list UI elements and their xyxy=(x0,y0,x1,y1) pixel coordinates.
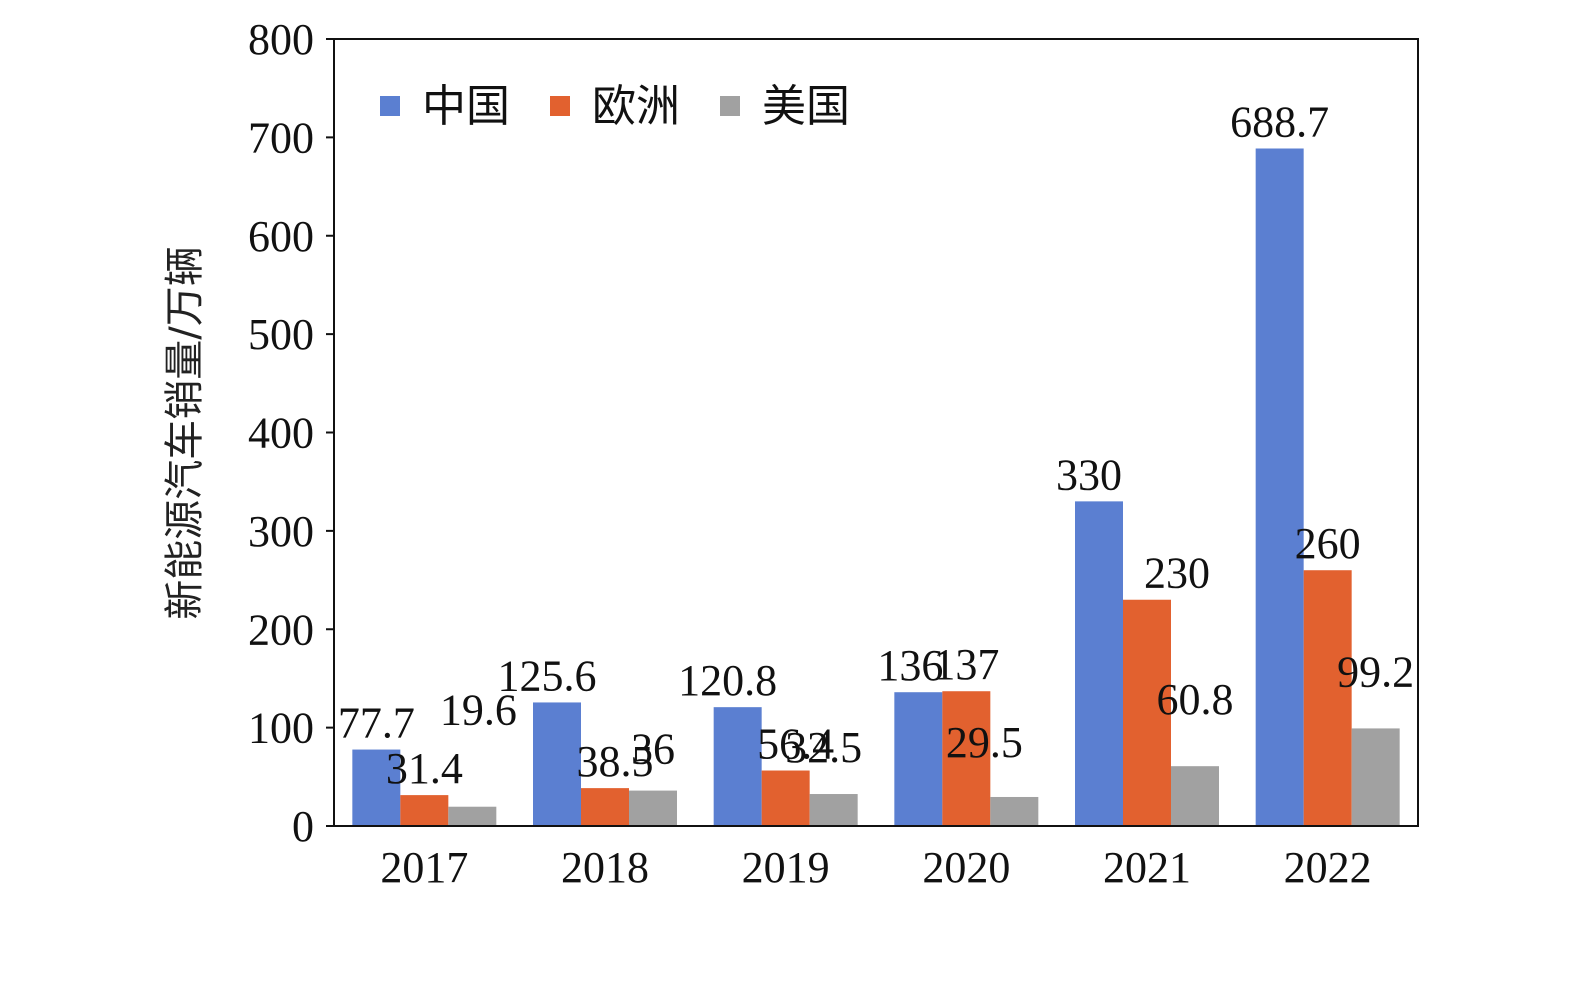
legend-label: 欧洲 xyxy=(592,81,680,132)
bars-layer xyxy=(352,148,1400,826)
bar xyxy=(942,691,991,826)
legend: 中国 欧洲 美国 xyxy=(380,81,850,132)
x-tick-label: 2020 xyxy=(922,843,1010,892)
legend-label: 美国 xyxy=(762,81,850,132)
data-label: 38.5 xyxy=(577,737,654,786)
data-label: 31.4 xyxy=(386,744,463,793)
data-label: 36 xyxy=(631,725,675,774)
x-tick-label: 2022 xyxy=(1284,843,1372,892)
bar xyxy=(448,806,497,826)
y-axis-ticks: 0 100 200 300 400 500 600 700 800 xyxy=(248,15,334,851)
data-label: 136 xyxy=(877,641,943,690)
bar xyxy=(990,796,1039,826)
data-label: 125.6 xyxy=(498,651,597,700)
y-tick-label: 300 xyxy=(248,507,314,556)
y-tick-label: 800 xyxy=(248,15,314,64)
data-label: 77.7 xyxy=(338,699,415,748)
y-tick-label: 700 xyxy=(248,113,314,162)
data-label: 60.8 xyxy=(1157,675,1234,724)
data-label: 32.5 xyxy=(785,723,862,772)
bar xyxy=(1075,501,1123,826)
data-label: 56.4 xyxy=(757,720,834,769)
bar xyxy=(629,790,677,826)
legend-label: 中国 xyxy=(422,81,510,132)
y-tick-label: 600 xyxy=(248,212,314,261)
legend-swatch xyxy=(380,96,400,116)
bar xyxy=(1303,570,1352,826)
bar xyxy=(1255,148,1304,826)
y-tick-label: 100 xyxy=(248,704,314,753)
bar xyxy=(809,794,858,826)
y-axis-title: 新能源汽车销量/万辆 xyxy=(162,246,208,619)
x-tick-label: 2021 xyxy=(1103,843,1191,892)
y-tick-label: 0 xyxy=(292,802,314,851)
data-label: 330 xyxy=(1056,450,1122,499)
bar xyxy=(1171,766,1219,826)
x-tick-label: 2017 xyxy=(380,843,468,892)
x-tick-label: 2019 xyxy=(742,843,830,892)
bar xyxy=(352,749,401,826)
x-tick-label: 2018 xyxy=(561,843,649,892)
bar xyxy=(533,702,581,826)
data-label: 137 xyxy=(933,640,999,689)
y-tick-label: 500 xyxy=(248,310,314,359)
data-label: 19.6 xyxy=(440,686,517,735)
bar xyxy=(1351,728,1400,826)
data-label: 688.7 xyxy=(1230,97,1329,146)
bar xyxy=(400,795,449,826)
data-label: 120.8 xyxy=(678,656,777,705)
bar xyxy=(581,788,629,826)
legend-swatch xyxy=(720,96,740,116)
x-axis-ticks: 2017 2018 2019 2020 2021 2022 xyxy=(380,843,1371,892)
data-label: 260 xyxy=(1295,519,1361,568)
data-labels-layer: 77.7 125.6 120.8 136 330 688.7 31.4 38.5 56.4 137… xyxy=(338,97,1414,793)
y-tick-label: 400 xyxy=(248,409,314,458)
legend-swatch xyxy=(550,96,570,116)
data-label: 230 xyxy=(1144,549,1210,598)
bar xyxy=(1123,599,1171,826)
y-tick-label: 200 xyxy=(248,605,314,654)
bar xyxy=(761,770,810,826)
bar xyxy=(713,707,762,826)
bar xyxy=(894,692,943,826)
data-label: 29.5 xyxy=(946,718,1023,767)
data-label: 99.2 xyxy=(1337,647,1414,696)
